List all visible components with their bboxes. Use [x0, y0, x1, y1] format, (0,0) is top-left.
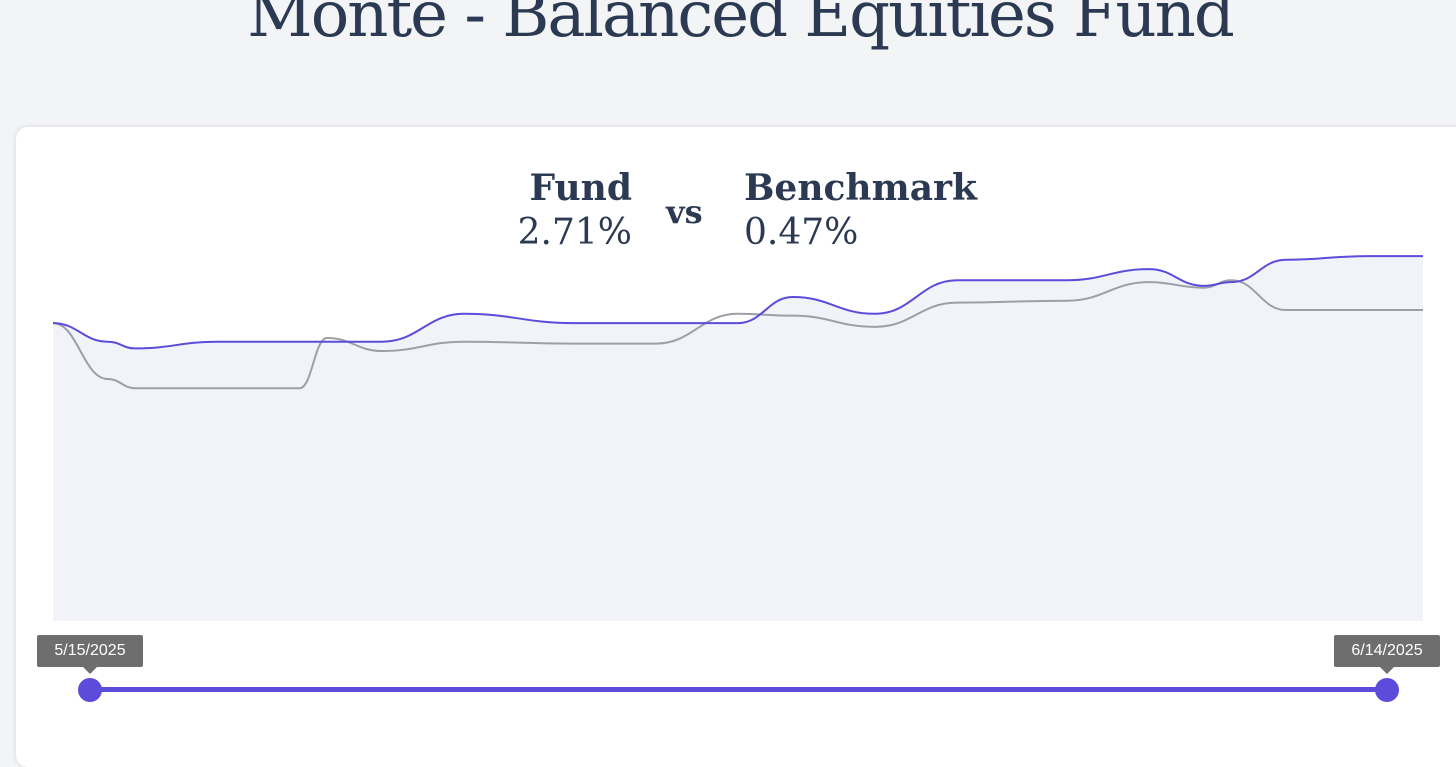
benchmark-return-value: 0.47% — [744, 212, 859, 253]
end-date-handle[interactable] — [1375, 678, 1399, 702]
end-date-tooltip: 6/14/2025 — [1334, 635, 1440, 674]
vs-label: vs — [666, 193, 703, 231]
benchmark-summary: Benchmark 0.47% — [744, 166, 1044, 256]
benchmark-label: Benchmark — [744, 167, 977, 209]
benchmark-series-line — [52, 279, 1423, 390]
page-title: Monte - Balanced Equities Fund — [247, 0, 1235, 52]
fund-area-fill — [53, 256, 1423, 621]
performance-chart[interactable] — [0, 0, 1456, 734]
fund-label: Fund — [529, 167, 632, 209]
date-range-slider-track[interactable] — [89, 687, 1387, 692]
fund-return-value: 2.71% — [517, 212, 632, 253]
start-date-tooltip: 5/15/2025 — [37, 635, 143, 674]
fund-summary: Fund 2.71% — [432, 166, 632, 256]
start-date-handle[interactable] — [78, 678, 102, 702]
fund-series-line — [52, 255, 1423, 350]
